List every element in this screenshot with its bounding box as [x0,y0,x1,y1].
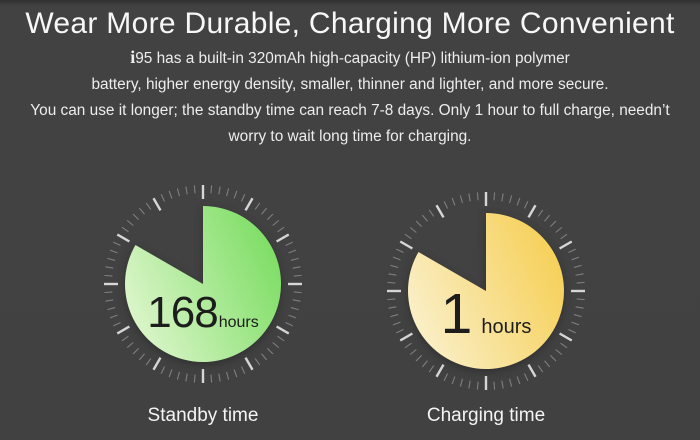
pie-slice [124,206,281,362]
intro-line-2: battery, higher energy density, smaller,… [91,76,609,93]
tick-marks [104,185,302,383]
standby-time-label: Standby time [147,405,259,426]
intro-line-3: You can use it longer; the standby time … [30,102,670,119]
charging-clock: 1 hours [381,186,591,396]
intro-line-4: worry to wait long time for charging. [228,128,472,145]
intro-line-1: 95 has a built-in 320mAh high-capacity (… [135,50,570,67]
standby-hours-value: 168hours [98,291,308,335]
intro-text: i95 has a built-in 320mAh high-capacity … [0,46,700,150]
pie-slice [407,213,564,369]
tick-marks [387,192,585,390]
standby-clock: 168hours [98,179,308,389]
clock-face-icon [104,185,302,383]
hours-number: 1 [440,282,473,346]
page-title: Wear More Durable, Charging More Conveni… [25,7,675,40]
hours-unit: hours [218,314,259,331]
hours-number: 168 [147,288,218,337]
clock-face-icon [387,192,585,390]
charging-time-label: Charging time [426,405,546,426]
charging-hours-value: 1 hours [381,286,591,343]
hours-unit: hours [481,316,532,338]
brand-i: i [130,47,136,67]
